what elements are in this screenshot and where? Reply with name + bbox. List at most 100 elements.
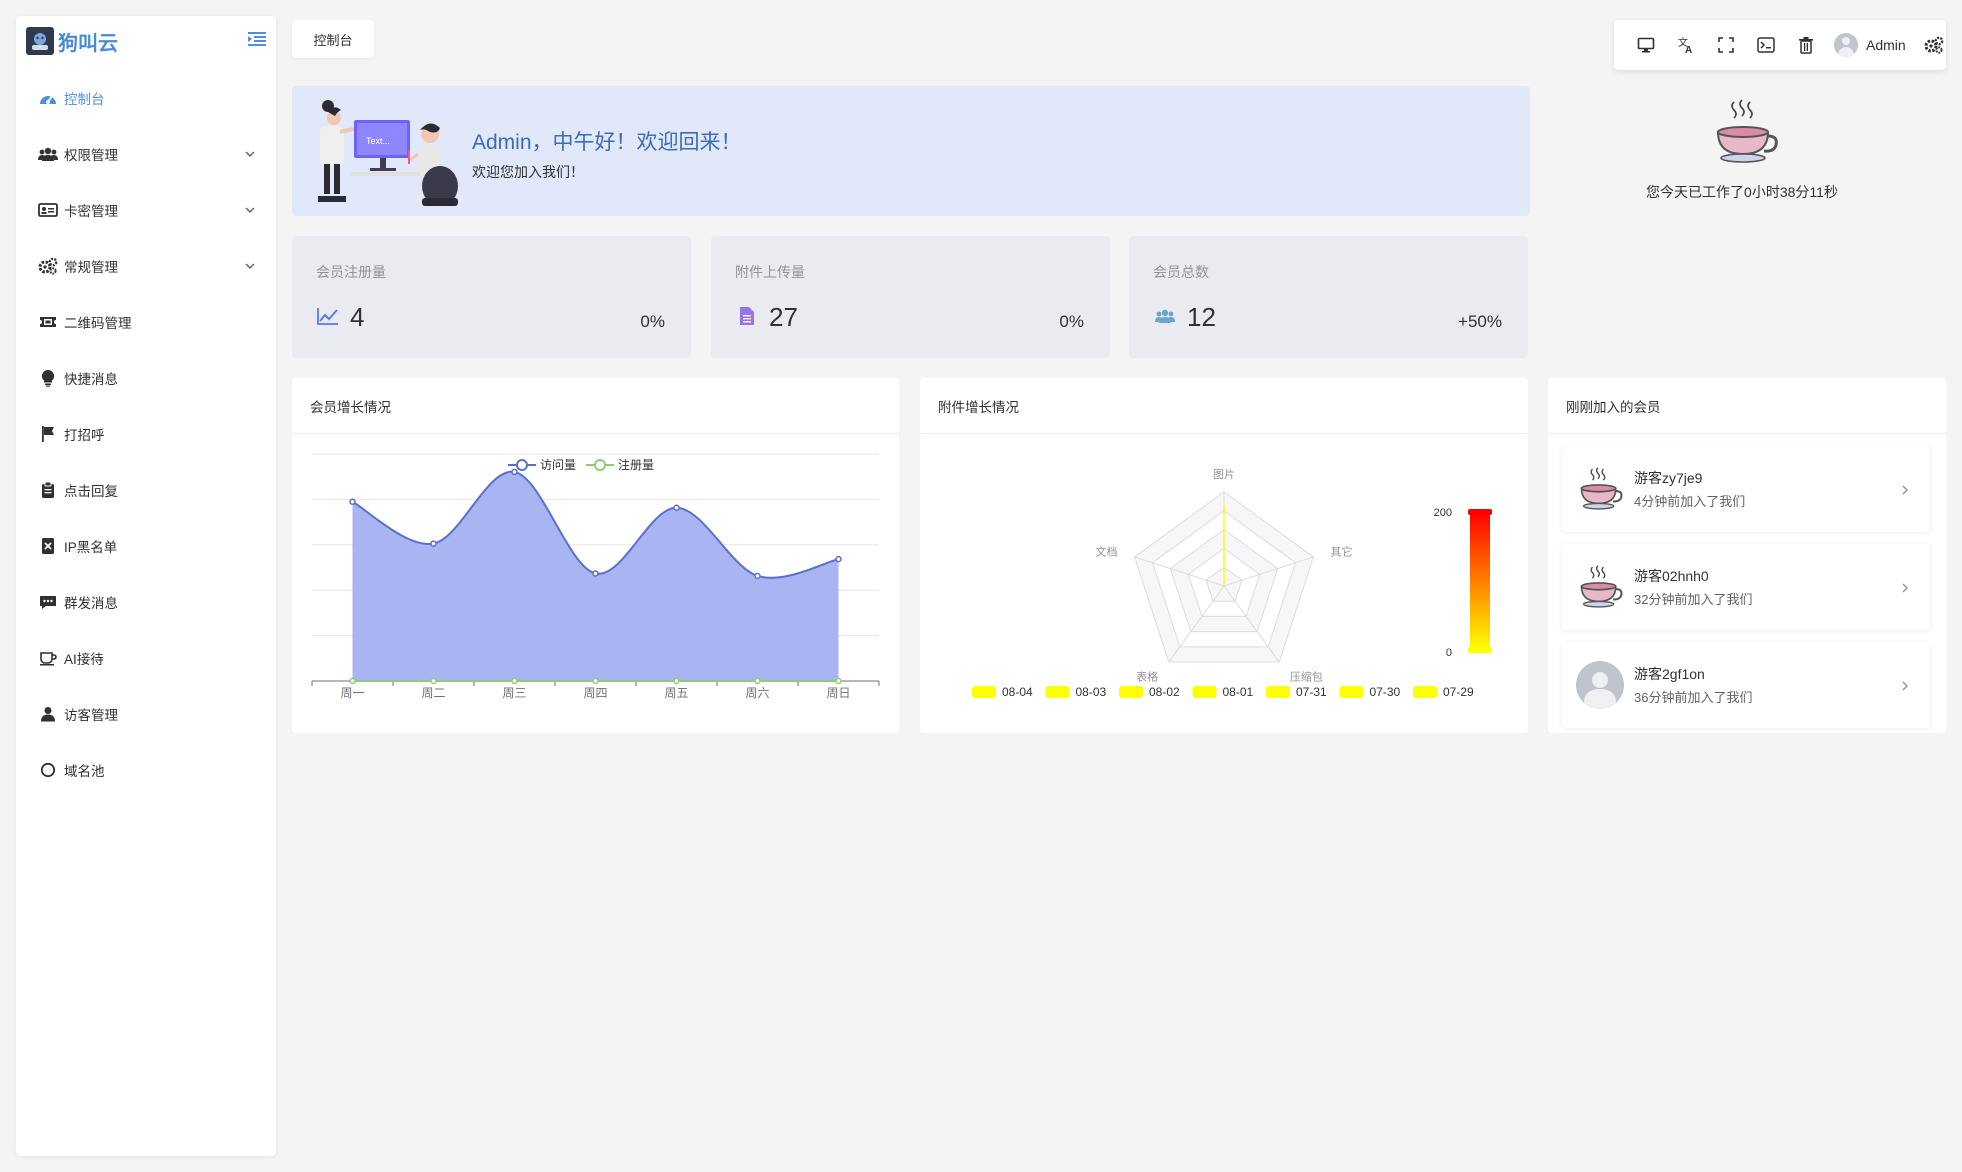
users-icon xyxy=(38,144,58,164)
sidebar-item-4[interactable]: 二维码管理 xyxy=(16,294,276,350)
x-tick-label: 周六 xyxy=(745,686,769,700)
sidebar-item-10[interactable]: AI接待 xyxy=(16,630,276,686)
trash-icon[interactable] xyxy=(1786,25,1826,65)
radar-indicator-label: 其它 xyxy=(1331,544,1353,558)
id-card-icon xyxy=(38,200,58,220)
menu-collapse-icon[interactable] xyxy=(248,31,266,47)
sidebar-item-6[interactable]: 打招呼 xyxy=(16,406,276,462)
legend-label: 08-02 xyxy=(1149,685,1180,699)
visual-map-min-label: 0 xyxy=(1446,647,1452,659)
blocked-file-icon xyxy=(38,536,58,556)
sidebar-item-label: 快捷消息 xyxy=(64,372,118,387)
legend-item[interactable]: 07-29 xyxy=(1413,685,1474,699)
line-chart-icon xyxy=(316,304,340,328)
sidebar-item-7[interactable]: 点击回复 xyxy=(16,462,276,518)
stat-card: 会员总数 12 +50% xyxy=(1129,236,1528,358)
sidebar-item-label: 群发消息 xyxy=(64,596,118,611)
cogs-icon[interactable] xyxy=(1922,33,1946,57)
sidebar-item-3[interactable]: 常规管理 xyxy=(16,238,276,294)
data-point xyxy=(754,677,761,685)
legend-item[interactable]: 08-02 xyxy=(1119,685,1180,699)
terminal-icon[interactable] xyxy=(1746,25,1786,65)
fullscreen-icon[interactable] xyxy=(1706,25,1746,65)
welcome-title: Admin，中午好！欢迎回来！ xyxy=(472,131,742,154)
sidebar-item-11[interactable]: 访客管理 xyxy=(16,686,276,742)
legend-item[interactable]: 07-30 xyxy=(1339,685,1401,699)
sidebar-item-2[interactable]: 卡密管理 xyxy=(16,182,276,238)
data-point xyxy=(592,677,599,685)
svg-text:Text...: Text... xyxy=(366,136,390,146)
legend-label: 注册量 xyxy=(618,457,654,472)
list-item[interactable]: 游客2gf1on 36分钟前加入了我们 xyxy=(1562,642,1930,728)
welcome-illustration: Text... xyxy=(310,98,460,208)
legend-item[interactable]: 08-04 xyxy=(972,685,1033,699)
chevron-right-icon xyxy=(1900,483,1910,495)
sidebar-item-label: 打招呼 xyxy=(64,428,105,443)
svg-text:文: 文 xyxy=(1678,36,1688,49)
stat-title: 会员总数 xyxy=(1153,264,1209,280)
visual-map-handle xyxy=(1468,647,1492,653)
user-menu[interactable]: Admin xyxy=(1834,33,1906,57)
visual-map-bar xyxy=(1470,512,1490,650)
new-members-panel: 刚刚加入的会员 游客zy7je9 4分钟前加入了我们 游客02hnh0 32分钟前加入… xyxy=(1548,378,1946,733)
worktime-panel: 您今天已工作了0小时38分11秒 xyxy=(1546,86,1938,216)
member-joined-time: 4分钟前加入了我们 xyxy=(1634,494,1746,509)
sidebar-item-label: 访客管理 xyxy=(64,708,118,723)
sidebar-item-label: 点击回复 xyxy=(64,484,118,499)
visual-map-handle xyxy=(1468,509,1492,515)
teacup-icon xyxy=(1576,465,1624,513)
data-point xyxy=(430,540,437,547)
attachment-growth-panel: 附件增长情况 图片 其它 压缩包 表格 文档 200 0 08-04 08-03 08-02 08-… xyxy=(920,378,1528,733)
stat-title: 会员注册量 xyxy=(316,264,386,280)
message-icon xyxy=(38,592,58,612)
x-tick-label: 周三 xyxy=(502,686,526,700)
sidebar-item-label: 权限管理 xyxy=(64,148,118,163)
list-item[interactable]: 游客zy7je9 4分钟前加入了我们 xyxy=(1562,446,1930,532)
sidebar: 狗叫云 控制台权限管理卡密管理常规管理 二维码管理快捷消息打招呼点击回复 IP黑名单… xyxy=(16,16,276,1156)
x-tick-label: 周二 xyxy=(421,686,445,700)
desktop-icon[interactable] xyxy=(1626,25,1666,65)
legend-item[interactable]: 08-03 xyxy=(1045,685,1107,699)
sidebar-item-label: 控制台 xyxy=(64,92,105,107)
legend-item[interactable]: 访问量 xyxy=(508,458,576,472)
worktime-text: 您今天已工作了0小时38分11秒 xyxy=(1646,184,1838,200)
stat-card: 附件上传量 27 0% xyxy=(711,236,1110,358)
brand[interactable]: 狗叫云 xyxy=(16,16,276,66)
member-growth-chart: 周一 周二 周三 周四 周五 周六 周日 访问量 注册量 xyxy=(311,453,880,700)
tab-dashboard[interactable]: 控制台 xyxy=(292,20,374,58)
legend-item[interactable]: 07-31 xyxy=(1266,685,1327,699)
stat-change: 0% xyxy=(1059,312,1084,331)
default-avatar-icon xyxy=(1576,661,1624,709)
legend-label: 07-30 xyxy=(1370,685,1401,699)
data-point xyxy=(835,677,842,685)
radar-axis xyxy=(1168,585,1225,663)
member-joined-time: 36分钟前加入了我们 xyxy=(1634,690,1753,705)
data-point xyxy=(430,677,437,685)
sidebar-item-label: 卡密管理 xyxy=(64,204,118,219)
flag-icon xyxy=(38,424,58,444)
logo-icon xyxy=(26,27,54,55)
legend-label: 08-01 xyxy=(1223,685,1254,699)
stat-change: 0% xyxy=(640,312,665,331)
sidebar-item-8[interactable]: IP黑名单 xyxy=(16,518,276,574)
x-tick-label: 周四 xyxy=(583,686,607,700)
sidebar-item-9[interactable]: 群发消息 xyxy=(16,574,276,630)
users-icon xyxy=(1153,304,1177,328)
sidebar-item-5[interactable]: 快捷消息 xyxy=(16,350,276,406)
dashboard-icon xyxy=(38,88,58,108)
sidebar-item-12[interactable]: 域名池 xyxy=(16,742,276,798)
sidebar-item-1[interactable]: 权限管理 xyxy=(16,126,276,182)
list-item[interactable]: 游客02hnh0 32分钟前加入了我们 xyxy=(1562,544,1930,630)
x-tick-label: 周日 xyxy=(826,686,850,700)
teacup-icon xyxy=(1710,98,1780,168)
user-name: Admin xyxy=(1866,37,1906,53)
legend-label: 访问量 xyxy=(540,458,576,472)
legend-item[interactable]: 注册量 xyxy=(586,457,654,472)
cogs-icon xyxy=(38,256,58,276)
legend-item[interactable]: 08-01 xyxy=(1192,685,1254,699)
radar-axis xyxy=(1223,585,1280,663)
sidebar-item-0[interactable]: 控制台 xyxy=(16,70,276,126)
